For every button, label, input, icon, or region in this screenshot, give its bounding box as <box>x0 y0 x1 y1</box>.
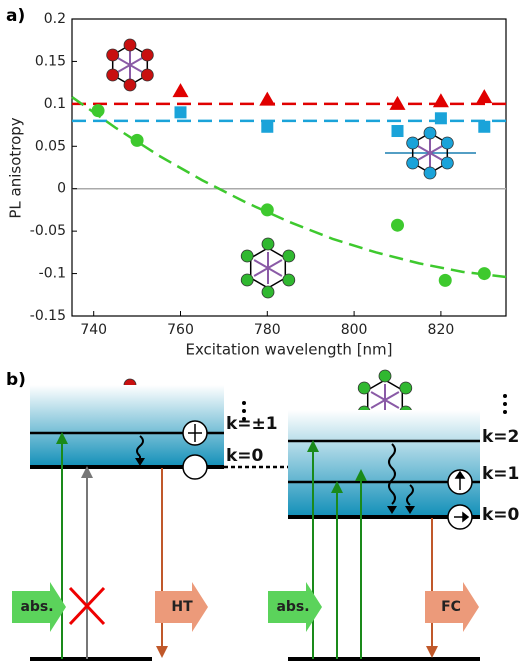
y-tick-label: -0.15 <box>30 308 66 324</box>
molecule-atom <box>424 127 436 139</box>
triangle-marker <box>476 89 492 103</box>
molecule-atom <box>241 274 253 286</box>
molecule-atom <box>358 382 370 394</box>
molecule-atom <box>262 286 274 298</box>
circle-marker <box>439 274 452 287</box>
level-label: k=0 <box>482 505 520 525</box>
x-tick-label: 740 <box>80 322 107 338</box>
square-marker <box>478 121 490 133</box>
absorption-label: abs. <box>20 599 53 615</box>
circle-marker <box>92 104 105 117</box>
y-tick-label: 0.1 <box>44 96 66 112</box>
emission-label: FC <box>441 599 461 615</box>
x-axis-label: Excitation wavelength [nm] <box>185 341 392 359</box>
emission-label: HT <box>171 599 193 615</box>
molecule-atom <box>124 79 136 91</box>
circle-marker <box>261 203 274 216</box>
square-marker <box>261 121 273 133</box>
x-tick-label: 780 <box>254 322 281 338</box>
panel-label: a) <box>6 6 25 26</box>
molecule-icons <box>107 39 476 431</box>
figure: a) Excitation wavelength [nm] PL anisotr… <box>0 0 527 663</box>
molecule-atom <box>407 137 419 149</box>
y-tick-label: 0.15 <box>35 53 66 69</box>
molecule-atom <box>283 250 295 262</box>
triangle-marker <box>173 83 189 97</box>
band-right <box>288 410 480 517</box>
square-marker <box>175 106 187 118</box>
triangle-marker <box>259 92 275 106</box>
molecule-atom <box>424 167 436 179</box>
square-marker <box>392 125 404 137</box>
absorption-label: abs. <box>276 599 309 615</box>
y-axis-label: PL anisotropy <box>7 117 25 218</box>
molecule-icon <box>251 248 286 288</box>
molecule-atom <box>407 157 419 169</box>
x-tick-label: 820 <box>428 322 455 338</box>
square-marker <box>435 112 447 124</box>
molecule-atom <box>262 238 274 250</box>
level-label: k=±1 <box>226 414 278 434</box>
circle-marker <box>391 219 404 232</box>
y-tick-label: -0.05 <box>30 223 66 239</box>
molecule-atom <box>400 382 412 394</box>
molecule-atom <box>107 69 119 81</box>
molecule-atom <box>124 39 136 51</box>
x-tick-label: 800 <box>341 322 368 338</box>
molecule-atom <box>379 370 391 382</box>
level-label: k=0 <box>226 446 264 466</box>
molecule-atom <box>441 157 453 169</box>
molecule-atom <box>141 69 153 81</box>
y-tick-label: 0.05 <box>35 138 66 154</box>
molecule-atom <box>107 49 119 61</box>
circle-marker <box>478 267 491 280</box>
level-label: k=2 <box>482 427 519 447</box>
y-tick-label: 0 <box>57 181 66 197</box>
y-tick-label: -0.1 <box>39 266 66 282</box>
molecule-atom <box>441 137 453 149</box>
y-tick-label: 0.2 <box>44 11 66 27</box>
panel-label: b) <box>6 370 26 390</box>
molecule-atom <box>241 250 253 262</box>
level-label: k=1 <box>482 464 519 484</box>
circle-marker <box>131 134 144 147</box>
triangle-marker <box>433 93 449 107</box>
x-tick-label: 760 <box>167 322 194 338</box>
molecule-atom <box>283 274 295 286</box>
molecule-atom <box>141 49 153 61</box>
